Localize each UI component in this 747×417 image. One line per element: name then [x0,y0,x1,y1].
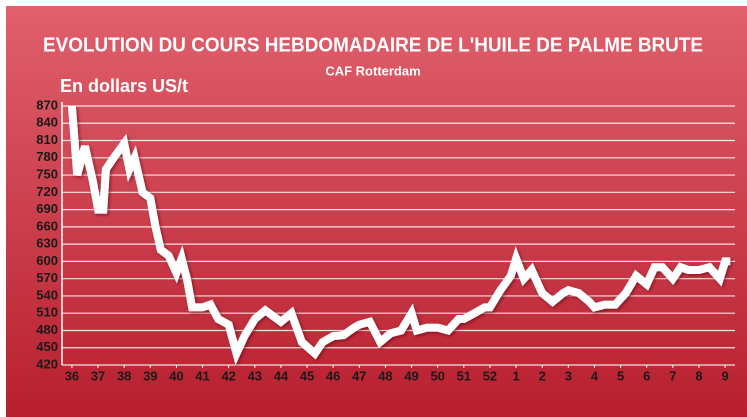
labels: 4204504805105405706006306606907207507808… [36,97,728,383]
x-tick-label: 42 [221,368,235,383]
x-tick-label: 36 [65,368,79,383]
x-tick-label: 2 [539,368,546,383]
y-tick-label: 600 [36,253,58,268]
x-tick-label: 5 [617,368,624,383]
x-tick-label: 8 [695,368,702,383]
x-tick-label: 43 [248,368,262,383]
y-tick-label: 570 [36,270,58,285]
price-line [67,105,731,366]
y-tick-label: 660 [36,218,58,233]
x-tick-label: 48 [378,368,392,383]
y-tick-label: 720 [36,184,58,199]
chart-title: EVOLUTION DU COURS HEBDOMADAIRE DE L'HUI… [43,34,703,56]
x-tick-label: 50 [430,368,444,383]
x-tick-label: 7 [669,368,676,383]
y-tick-label: 810 [36,132,58,147]
y-tick-label: 420 [36,356,58,371]
y-tick-label: 480 [36,322,58,337]
y-tick-label: 870 [36,97,58,112]
x-tick-label: 38 [117,368,131,383]
chart-subtitle: CAF Rotterdam [325,63,420,78]
x-tick-label: 52 [483,368,497,383]
x-tick-label: 9 [721,368,728,383]
x-tick-label: 39 [143,368,157,383]
x-tick-label: 6 [643,368,650,383]
x-tick-label: 41 [195,368,209,383]
x-tick-label: 51 [457,368,471,383]
x-tick-label: 46 [326,368,340,383]
x-tick-label: 45 [300,368,314,383]
plot [67,105,731,366]
x-tick-label: 4 [591,368,599,383]
y-tick-label: 780 [36,149,58,164]
x-tick-label: 47 [352,368,366,383]
x-tick-label: 44 [274,368,289,383]
x-tick-label: 3 [565,368,572,383]
y-tick-label: 630 [36,236,58,251]
x-tick-label: 37 [91,368,105,383]
y-tick-label: 510 [36,305,58,320]
y-tick-label: 840 [36,115,58,130]
y-tick-label: 690 [36,201,58,216]
y-tick-label: 750 [36,167,58,182]
x-tick-label: 49 [404,368,418,383]
x-tick-label: 1 [512,368,519,383]
background [6,6,747,417]
y-tick-label: 540 [36,287,58,302]
grid [61,102,735,368]
y-tick-label: 450 [36,339,58,354]
y-axis-label: En dollars US/t [60,76,188,96]
x-tick-label: 40 [169,368,183,383]
